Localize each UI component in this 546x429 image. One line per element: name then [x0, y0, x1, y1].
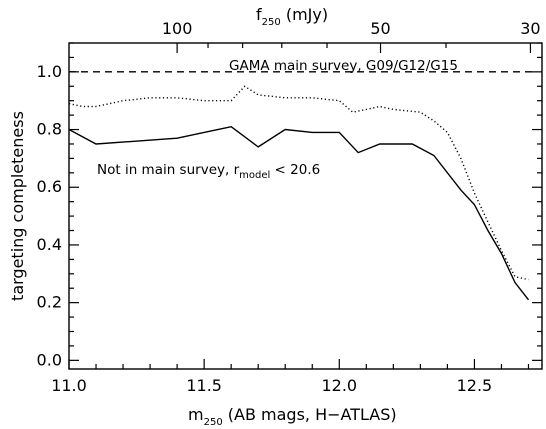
top-tick-label: 30: [520, 19, 540, 38]
x-axis-title-rest: (AB mags, H−ATLAS): [223, 405, 397, 424]
y-axis-title: targeting completeness: [8, 111, 27, 301]
y-tick-label: 0.8: [37, 120, 62, 139]
y-tick-label: 0.4: [37, 235, 62, 254]
top-axis-title-rest: (mJy): [281, 5, 328, 24]
y-tick-label: 0.2: [37, 293, 62, 312]
tick-labels: 11.0 11.5 12.0 12.5 0.0 0.2 0.4 0.6 0.8 1.0 100 50 3…: [37, 19, 541, 395]
y-tick-label: 0.6: [37, 177, 62, 196]
top-axis-title: f250 (mJy): [256, 5, 328, 28]
x-tick-label: 11.5: [186, 376, 222, 395]
top-axis-title-sub: 250: [262, 17, 281, 28]
top-tick-label: 50: [370, 19, 390, 38]
x-axis-title: m250 (AB mags, H−ATLAS): [188, 405, 397, 428]
x-axis-title-sub: 250: [204, 417, 223, 428]
x-tick-label: 12.0: [321, 376, 357, 395]
y-tick-label: 0.0: [37, 350, 62, 369]
tick-marks: [68, 42, 542, 369]
top-axis-title-main: f: [256, 5, 262, 24]
top-tick-label: 100: [162, 19, 193, 38]
legend-solid-label: Not in main survey, rmodel < 20.6: [97, 162, 320, 181]
y-tick-label: 1.0: [37, 62, 62, 81]
series-layer: [68, 71, 534, 301]
legend-solid-rest: < 20.6: [270, 162, 320, 178]
legend-solid-sub: model: [239, 170, 270, 181]
series-solid-line: [68, 125, 530, 301]
x-tick-label: 12.5: [457, 376, 493, 395]
legend-solid-main: Not in main survey, r: [97, 162, 240, 178]
legend-dashed-label: GAMA main survey, G09/G12/G15: [229, 58, 458, 74]
series-dotted-line: [68, 85, 529, 281]
x-tick-label: 11.0: [51, 376, 87, 395]
x-axis-title-main: m: [188, 405, 204, 424]
plot-frame: [68, 42, 543, 370]
